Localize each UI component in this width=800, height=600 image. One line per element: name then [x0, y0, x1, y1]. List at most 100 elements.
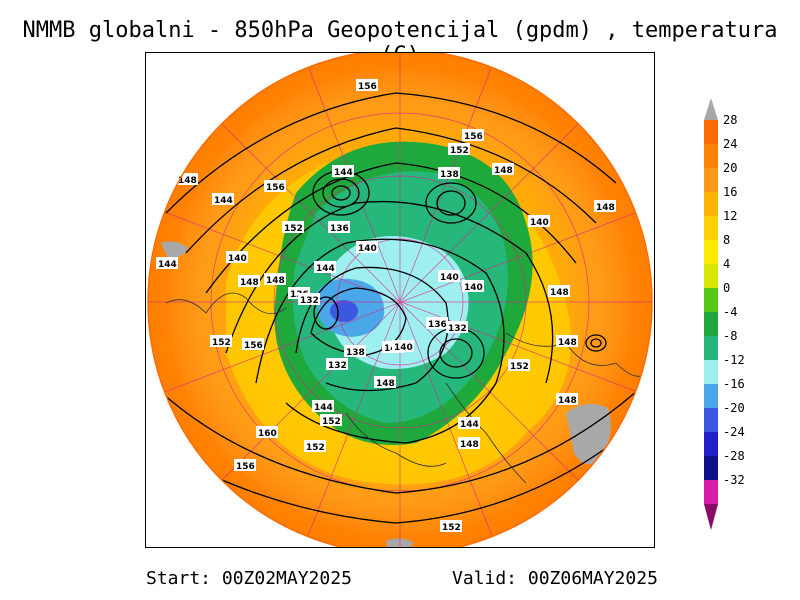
colorbar-tick-label: -24	[723, 425, 745, 439]
contour-label: 140	[462, 280, 484, 293]
svg-text:136: 136	[428, 320, 447, 330]
svg-text:144: 144	[334, 168, 353, 178]
svg-text:148: 148	[550, 288, 569, 298]
svg-text:136: 136	[330, 224, 349, 234]
map-panel: 156 156 152 148 144 156 138 148 144 140 …	[145, 52, 655, 548]
svg-text:148: 148	[558, 338, 577, 348]
svg-text:152: 152	[442, 523, 461, 533]
svg-text:140: 140	[228, 254, 247, 264]
colorbar-swatch	[704, 192, 718, 217]
svg-text:160: 160	[258, 429, 277, 439]
contour-label: 140	[356, 241, 378, 254]
colorbar-tick-label: 4	[723, 257, 731, 271]
svg-text:144: 144	[314, 403, 333, 413]
svg-text:152: 152	[510, 362, 529, 372]
contour-label: 148	[548, 285, 570, 298]
svg-text:140: 140	[464, 283, 483, 293]
contour-label: 148	[492, 163, 514, 176]
hemisphere-outline	[147, 53, 653, 547]
colorbar-swatches	[704, 120, 718, 505]
contour-label: 138	[438, 167, 460, 180]
contour-label: 152	[210, 335, 232, 348]
svg-text:144: 144	[460, 420, 479, 430]
colorbar-swatch	[704, 120, 718, 145]
svg-text:140: 140	[530, 218, 549, 228]
colorbar-tick-label: -12	[723, 353, 745, 367]
colorbar-tick-label: 16	[723, 185, 738, 199]
contour-label: 144	[332, 165, 354, 178]
svg-text:144: 144	[214, 196, 233, 206]
svg-text:132: 132	[448, 324, 467, 334]
colorbar-swatch	[704, 312, 718, 337]
colorbar-swatch	[704, 264, 718, 289]
colorbar-swatch	[704, 144, 718, 169]
terrain-mask	[566, 404, 611, 465]
svg-text:148: 148	[460, 440, 479, 450]
colorbar-swatch	[704, 240, 718, 265]
contour-label: 144	[314, 261, 336, 274]
coastlines	[165, 292, 647, 484]
colorbar-tick-label: 0	[723, 281, 731, 295]
colorbar-swatch	[704, 432, 718, 457]
contour-label: 152	[440, 520, 462, 533]
svg-text:138: 138	[440, 170, 459, 180]
colorbar-tick-label: 20	[723, 161, 738, 175]
svg-text:156: 156	[244, 341, 263, 351]
contour-label: 140	[528, 215, 550, 228]
svg-text:148: 148	[178, 176, 197, 186]
svg-text:152: 152	[450, 146, 469, 156]
svg-text:148: 148	[494, 166, 513, 176]
valid-time: Valid: 00Z06MAY2025	[452, 568, 658, 589]
svg-text:156: 156	[236, 462, 255, 472]
colorbar-swatch	[704, 456, 718, 481]
contour-label: 148	[238, 275, 260, 288]
polar-map: 156 156 152 148 144 156 138 148 144 140 …	[147, 53, 653, 547]
svg-text:156: 156	[464, 132, 483, 142]
colorbar-tick-label: -28	[723, 449, 745, 463]
contour-label: 132	[298, 293, 320, 306]
svg-text:140: 140	[358, 244, 377, 254]
svg-text:148: 148	[240, 278, 259, 288]
svg-text:152: 152	[212, 338, 231, 348]
contour-label: 132	[326, 358, 348, 371]
svg-text:152: 152	[284, 224, 303, 234]
svg-text:140: 140	[394, 343, 413, 353]
colorbar-swatch	[704, 168, 718, 193]
svg-text:152: 152	[322, 417, 341, 427]
contour-label: 152	[282, 221, 304, 234]
svg-text:156: 156	[266, 183, 285, 193]
contour-labels: 156 156 152 148 144 156 138 148 144 140 …	[156, 79, 616, 533]
contour-label: 148	[458, 437, 480, 450]
svg-text:148: 148	[596, 203, 615, 213]
contour-label: 144	[156, 257, 178, 270]
colorbar-swatch	[704, 288, 718, 313]
contour-label: 156	[264, 180, 286, 193]
terrain-mask-west	[161, 241, 188, 258]
contour-label: 156	[242, 338, 264, 351]
contour-label: 136	[328, 221, 350, 234]
contour-label: 148	[264, 273, 286, 286]
svg-text:148: 148	[376, 379, 395, 389]
svg-text:132: 132	[300, 296, 319, 306]
contour-label: 152	[448, 143, 470, 156]
contour-label: 144	[212, 193, 234, 206]
colorbar-swatch	[704, 360, 718, 385]
contour-label: 138	[344, 345, 366, 358]
colorbar-tick-label: 12	[723, 209, 738, 223]
svg-text:140: 140	[440, 273, 459, 283]
colorbar-swatch	[704, 408, 718, 433]
colorbar-tick-label: -32	[723, 473, 745, 487]
svg-text:144: 144	[316, 264, 335, 274]
contour-label: 156	[356, 79, 378, 92]
colorbar-swatch	[704, 384, 718, 409]
colorbar-tick-label: -16	[723, 377, 745, 391]
contour-label: 136	[426, 317, 448, 330]
svg-text:144: 144	[158, 260, 177, 270]
colorbar-tick-label: -20	[723, 401, 745, 415]
contour-label: 156	[234, 459, 256, 472]
contour-label: 160	[256, 426, 278, 439]
contour-label: 156	[462, 129, 484, 142]
colorbar-tick-label: -8	[723, 329, 738, 343]
colorbar-tick-label: -4	[723, 305, 738, 319]
colorbar-swatch	[704, 336, 718, 361]
